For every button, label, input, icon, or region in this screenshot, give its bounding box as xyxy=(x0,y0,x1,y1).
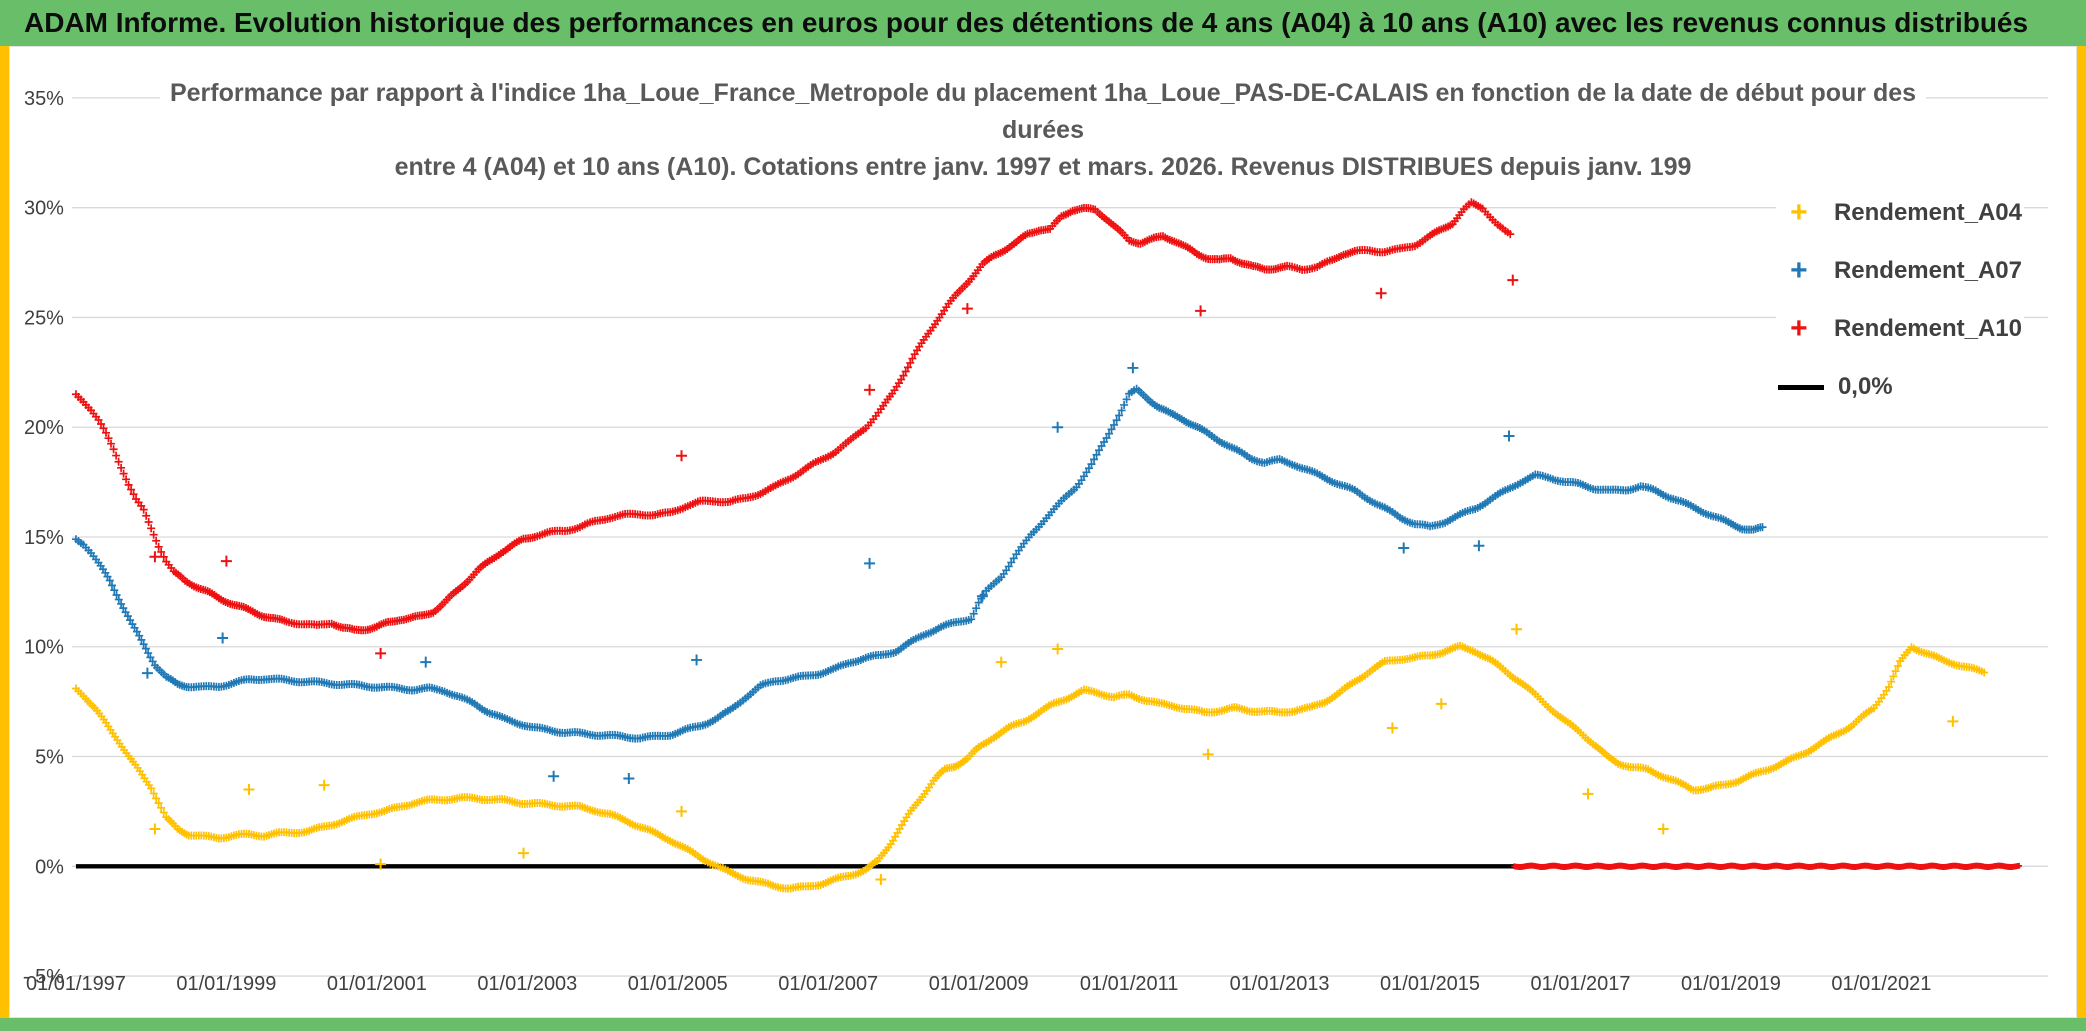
legend-label: 0,0% xyxy=(1837,373,1893,400)
outliers-Rendement_A10 xyxy=(149,274,1519,659)
y-tick-label: 20% xyxy=(24,417,64,439)
outlier-point xyxy=(995,656,1007,668)
outlier-point xyxy=(243,783,255,795)
legend-plus-icon: + xyxy=(1790,254,1808,287)
gridlines xyxy=(71,97,2049,977)
outlier-point xyxy=(1202,748,1214,760)
outlier-point xyxy=(217,632,229,644)
x-tick-label: 01/01/1997 xyxy=(26,973,126,995)
legend-label: Rendement_A07 xyxy=(1833,257,2022,284)
y-tick-label: 15% xyxy=(24,527,64,549)
series-Rendement_A04 xyxy=(71,641,1989,893)
outlier-point xyxy=(676,805,688,817)
outlier-point xyxy=(1398,542,1410,554)
outlier-point xyxy=(1511,623,1523,635)
y-tick-label: 5% xyxy=(35,747,64,769)
y-tick-label: 25% xyxy=(24,307,64,329)
x-tick-label: 01/01/2013 xyxy=(1230,973,1330,995)
outlier-point xyxy=(864,557,876,569)
x-tick-label: 01/01/2011 xyxy=(1080,973,1178,995)
legend-plus-icon: + xyxy=(1790,196,1808,229)
legend-label: Rendement_A10 xyxy=(1833,315,2022,342)
bottom-edge-bar xyxy=(0,1018,2086,1031)
x-tick-label: 01/01/1999 xyxy=(176,973,276,995)
x-tick-label: 01/01/2009 xyxy=(929,973,1029,995)
legend-item-rendement-a04: + Rendement_A04 xyxy=(1778,196,2022,229)
header-banner: ADAM Informe. Evolution historique des p… xyxy=(0,0,2086,46)
outlier-point xyxy=(1127,362,1139,374)
outlier-point xyxy=(1507,274,1519,286)
x-tick-label: 01/01/2017 xyxy=(1531,973,1631,995)
outlier-point xyxy=(1473,540,1485,552)
x-tick-label: 01/01/2007 xyxy=(778,973,878,995)
outlier-point xyxy=(518,847,530,859)
outliers-Rendement_A04 xyxy=(149,623,1959,885)
chart-area: 35% 30% 25% 20% 15% 10% 5% 0% - 5% 01/01/1997 01/0… xyxy=(9,46,2077,1018)
legend-label: Rendement_A04 xyxy=(1833,199,2022,226)
x-tick-label: 01/01/2001 xyxy=(327,973,427,995)
outlier-point xyxy=(676,450,688,462)
legend-line-swatch-icon xyxy=(1777,384,1824,390)
outlier-point xyxy=(961,303,973,315)
outlier-point xyxy=(976,590,988,602)
outlier-point xyxy=(875,873,887,885)
outlier-point xyxy=(691,654,703,666)
y-tick-label: 0% xyxy=(35,856,64,878)
y-axis-labels: 35% 30% 25% 20% 15% 10% 5% 0% - 5% xyxy=(23,88,64,988)
series-Rendement_A07 xyxy=(71,384,1767,743)
outlier-point xyxy=(864,384,876,396)
x-tick-label: 01/01/2003 xyxy=(477,973,577,995)
outlier-point xyxy=(1375,287,1387,299)
page-title: ADAM Informe. Evolution historique des p… xyxy=(24,7,2029,38)
outliers-Rendement_A07 xyxy=(141,362,1515,784)
x-axis-labels: 01/01/1997 01/01/1999 01/01/2001 01/01/2003… xyxy=(26,973,1931,995)
outlier-point xyxy=(1435,698,1447,710)
outlier-point xyxy=(420,656,432,668)
legend-plus-icon: + xyxy=(1790,312,1808,345)
outlier-point xyxy=(220,555,232,567)
outlier-point xyxy=(149,551,161,563)
outlier-point xyxy=(623,773,635,784)
x-tick-label: 01/01/2021 xyxy=(1831,973,1931,995)
outlier-point xyxy=(375,647,387,659)
x-tick-label: 01/01/2015 xyxy=(1380,973,1480,995)
left-edge-strip xyxy=(0,38,9,1031)
y-tick-label: 35% xyxy=(24,88,64,110)
outlier-point xyxy=(141,667,153,679)
right-edge-strip xyxy=(2077,38,2086,1031)
legend-item-rendement-a07: + Rendement_A07 xyxy=(1778,254,2022,287)
flat-zero-band xyxy=(1511,862,2023,871)
y-tick-label: 10% xyxy=(24,637,64,659)
series-Rendement_A10 xyxy=(71,198,1515,635)
outlier-point xyxy=(548,770,560,782)
outlier-point xyxy=(375,858,387,870)
y-tick-label: 30% xyxy=(24,198,64,220)
outlier-point xyxy=(1195,305,1207,317)
outlier-point xyxy=(1657,823,1669,835)
outlier-point xyxy=(318,779,330,791)
outlier-point xyxy=(1052,421,1064,433)
x-tick-label: 01/01/2019 xyxy=(1681,973,1781,995)
outlier-point xyxy=(1947,715,1959,727)
legend-item-rendement-a10: + Rendement_A10 xyxy=(1778,312,2022,345)
outlier-point xyxy=(1052,643,1064,655)
chart-legend: + Rendement_A04 + Rendement_A07 + Rendement_A… xyxy=(1775,193,2024,407)
outlier-point xyxy=(1386,722,1398,734)
y-tick-label: - 5% xyxy=(23,966,64,988)
legend-item-0-0-: 0,0% xyxy=(1777,373,2022,401)
outlier-point xyxy=(1582,788,1594,800)
outlier-point xyxy=(1503,430,1515,442)
x-tick-label: 01/01/2005 xyxy=(628,973,728,995)
chart-svg: 35%30%25%20%15%10%5%0%- 5%01/01/1997 01/0… xyxy=(23,88,2049,995)
outlier-point xyxy=(149,823,161,835)
